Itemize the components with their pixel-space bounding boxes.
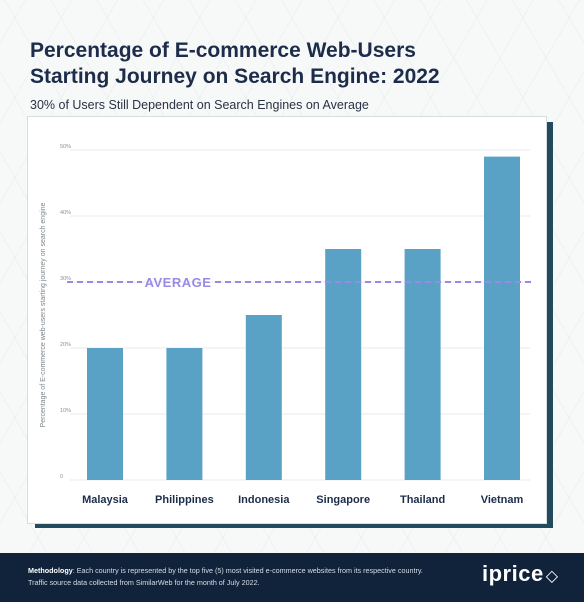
page-subtitle: 30% of Users Still Dependent on Search E… bbox=[30, 98, 369, 112]
y-axis-label: Percentage of E-commerce web-users start… bbox=[40, 202, 47, 427]
bar-chart: 0 10% 20% 30% 40% 50% Percentage of E-commerce… bbox=[40, 144, 533, 506]
y-tick-label: 20% bbox=[60, 342, 71, 348]
bar-vietnam bbox=[484, 156, 520, 480]
title-line-1: Percentage of E-commerce Web-Users bbox=[30, 39, 416, 62]
y-tick-label: 10% bbox=[60, 408, 71, 414]
bar-singapore bbox=[325, 249, 362, 480]
x-tick-label: Indonesia bbox=[238, 494, 290, 506]
brand-name: iprice bbox=[482, 561, 544, 586]
average-label: AVERAGE bbox=[145, 275, 212, 290]
page-title: Percentage of E-commerce Web-Users Start… bbox=[30, 38, 550, 90]
x-tick-label: Vietnam bbox=[481, 494, 524, 506]
brand-logo: iprice ◇ bbox=[482, 561, 559, 587]
y-tick-label: 30% bbox=[60, 276, 71, 282]
y-tick-label: 50% bbox=[60, 144, 71, 150]
tag-icon: ◇ bbox=[545, 568, 559, 585]
x-tick-label: Malaysia bbox=[82, 494, 129, 506]
bar-philippines bbox=[166, 348, 203, 480]
bar-indonesia bbox=[245, 315, 282, 480]
y-tick-label: 0 bbox=[60, 474, 63, 480]
methodology-label: Methodology bbox=[28, 566, 73, 575]
footer: Methodology: Each country is represented… bbox=[0, 553, 584, 602]
x-tick-label: Singapore bbox=[316, 494, 370, 506]
chart-header: Percentage of E-commerce Web-Users Start… bbox=[30, 38, 550, 112]
x-tick-label: Philippines bbox=[155, 494, 214, 506]
bar-malaysia bbox=[87, 348, 123, 480]
methodology-text: : Each country is represented by the top… bbox=[28, 566, 423, 587]
title-line-2: Starting Journey on Search Engine: 2022 bbox=[30, 65, 440, 88]
bar-thailand bbox=[404, 249, 441, 480]
methodology-note: Methodology: Each country is represented… bbox=[28, 565, 428, 589]
x-tick-label: Thailand bbox=[400, 494, 445, 506]
y-tick-label: 40% bbox=[60, 210, 71, 216]
